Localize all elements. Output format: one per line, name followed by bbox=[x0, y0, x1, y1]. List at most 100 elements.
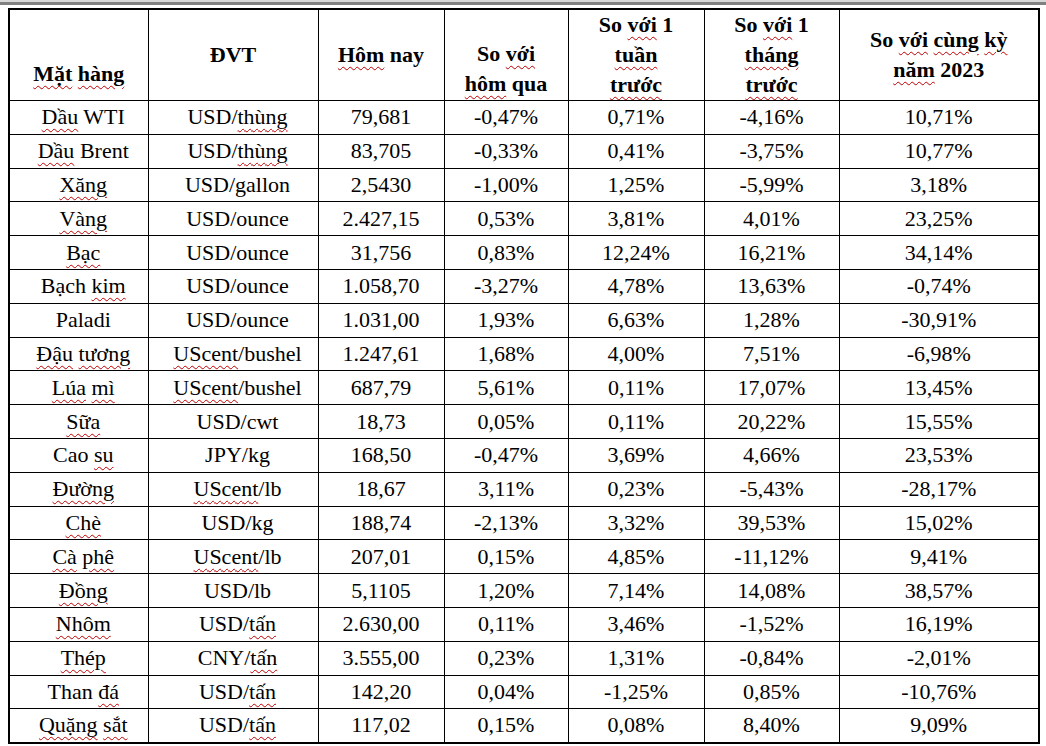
table-row: XăngUSD/gallon2,5430-1,00%1,25%-5,99%3,1… bbox=[9, 168, 1039, 202]
misspelled-word: su bbox=[94, 442, 114, 467]
vs-month-value: 8,40% bbox=[704, 709, 839, 743]
unit-cell: USD/ounce bbox=[148, 269, 318, 303]
vs-year-2023-value: 15,02% bbox=[839, 506, 1039, 540]
table-header: Mặt hàng ĐVT Hôm nay So vớihôm qua So vớ… bbox=[9, 9, 1039, 101]
vs-week-value: 6,63% bbox=[568, 303, 704, 337]
vs-week-value: 3,32% bbox=[568, 506, 704, 540]
vs-week-value: 1,25% bbox=[568, 168, 704, 202]
misspelled-word: Lúa bbox=[52, 375, 86, 400]
vs-month-value: -0,84% bbox=[704, 641, 839, 675]
misspelled-word: trước bbox=[610, 72, 662, 97]
text-segment: Paladi bbox=[56, 307, 111, 332]
commodity-cell: Cao su bbox=[9, 438, 148, 472]
misspelled-word: cùng bbox=[934, 27, 979, 52]
table-row: Bạch kimUSD/ounce1.058,70-3,27%4,78%13,6… bbox=[9, 269, 1039, 303]
table-row: Quặng sắtUSD/tấn117,020,15%0,08%8,40%9,0… bbox=[9, 709, 1039, 743]
vs-week-value: -1,25% bbox=[568, 675, 704, 709]
table-row: SữaUSD/cwt18,730,05%0,11%20,22%15,55% bbox=[9, 405, 1039, 439]
unit-cell: JPY/kg bbox=[148, 438, 318, 472]
vs-year-2023-value: 3,18% bbox=[839, 168, 1039, 202]
text-segment: USD/ bbox=[199, 611, 249, 636]
vs-year-2023-value: 16,19% bbox=[839, 607, 1039, 641]
vs-week-value: 0,11% bbox=[568, 371, 704, 405]
commodity-cell: Than đá bbox=[9, 675, 148, 709]
commodity-cell: Bạc bbox=[9, 236, 148, 270]
unit-cell: USD/tấn bbox=[148, 675, 318, 709]
vs-year-2023-value: -30,91% bbox=[839, 303, 1039, 337]
table-row: ThépCNY/tấn3.555,000,23%1,31%-0,84%-2,01… bbox=[9, 641, 1039, 675]
commodity-cell: Paladi bbox=[9, 303, 148, 337]
vs-yesterday-value: 1,68% bbox=[444, 337, 568, 371]
vs-yesterday-value: -0,47% bbox=[444, 101, 568, 135]
unit-cell: UScent/bushel bbox=[148, 337, 318, 371]
today-value: 2.630,00 bbox=[318, 607, 444, 641]
misspelled-word: Chè bbox=[66, 510, 101, 535]
table-row: Cà phêUScent/lb207,010,15%4,85%-11,12%9,… bbox=[9, 540, 1039, 574]
today-value: 142,20 bbox=[318, 675, 444, 709]
vs-yesterday-value: 0,11% bbox=[444, 607, 568, 641]
table-row: VàngUSD/ounce2.427,150,53%3,81%4,01%23,2… bbox=[9, 202, 1039, 236]
vs-month-value: 13,63% bbox=[704, 269, 839, 303]
misspelled-word: kim bbox=[91, 273, 125, 298]
vs-year-2023-value: 34,14% bbox=[839, 236, 1039, 270]
today-value: 188,74 bbox=[318, 506, 444, 540]
unit-cell: USD/ounce bbox=[148, 303, 318, 337]
table-body: Dầu WTIUSD/thùng79,681-0,47%0,71%-4,16%1… bbox=[9, 101, 1039, 743]
today-value: 207,01 bbox=[318, 540, 444, 574]
misspelled-word: với bbox=[627, 12, 656, 37]
text-segment: So bbox=[477, 41, 506, 66]
vs-yesterday-value: 5,61% bbox=[444, 371, 568, 405]
unit-cell: USD/thùng bbox=[148, 134, 318, 168]
misspelled-word: tấn bbox=[249, 679, 276, 704]
vs-month-value: -4,16% bbox=[704, 101, 839, 135]
vs-month-value: 7,51% bbox=[704, 337, 839, 371]
commodity-cell: Nhôm bbox=[9, 607, 148, 641]
misspelled-word: Xăng bbox=[59, 172, 107, 197]
text-segment: USD/cwt bbox=[197, 409, 279, 434]
text-segment: qua bbox=[506, 71, 547, 96]
commodity-cell: Thép bbox=[9, 641, 148, 675]
vs-yesterday-value: -2,13% bbox=[444, 506, 568, 540]
misspelled-word: Dầu bbox=[38, 138, 75, 163]
table-row: NhômUSD/tấn2.630,000,11%3,46%-1,52%16,19… bbox=[9, 607, 1039, 641]
text-segment: Brent bbox=[74, 138, 128, 163]
text-segment: USD/ bbox=[199, 712, 249, 737]
today-value: 79,681 bbox=[318, 101, 444, 135]
misspelled-word: UScent bbox=[194, 476, 259, 501]
vs-week-value: 0,08% bbox=[568, 709, 704, 743]
column-header-today: Hôm nay bbox=[318, 9, 444, 101]
unit-cell: USD/thùng bbox=[148, 101, 318, 135]
vs-week-value: 12,24% bbox=[568, 236, 704, 270]
vs-yesterday-value: 0,05% bbox=[444, 405, 568, 439]
text-segment: USD/ounce bbox=[186, 273, 289, 298]
vs-month-value: 20,22% bbox=[704, 405, 839, 439]
unit-cell: USD/kg bbox=[148, 506, 318, 540]
vs-yesterday-value: 3,11% bbox=[444, 472, 568, 506]
vs-year-2023-value: 9,09% bbox=[839, 709, 1039, 743]
vs-month-value: 17,07% bbox=[704, 371, 839, 405]
unit-cell: USD/cwt bbox=[148, 405, 318, 439]
text-segment: 1 bbox=[657, 12, 674, 37]
commodity-cell: Dầu WTI bbox=[9, 101, 148, 135]
text-segment: JPY/kg bbox=[205, 442, 270, 467]
misspelled-word: Mặt bbox=[33, 61, 72, 86]
text-segment: USD/ounce bbox=[186, 307, 289, 332]
vs-month-value: -3,75% bbox=[704, 134, 839, 168]
text-segment: So bbox=[734, 12, 763, 37]
text-segment: USD/ounce bbox=[186, 206, 289, 231]
text-segment: USD/kg bbox=[201, 510, 273, 535]
commodity-cell: Đậu tương bbox=[9, 337, 148, 371]
vs-month-value: 39,53% bbox=[704, 506, 839, 540]
text-segment: /bushel bbox=[238, 375, 302, 400]
table-row: Chè USD/kg 188,74-2,13%3,32%39,53%15,02% bbox=[9, 506, 1039, 540]
commodity-cell: Chè bbox=[9, 506, 148, 540]
table-row: Than đáUSD/tấn142,200,04%-1,25%0,85%-10,… bbox=[9, 675, 1039, 709]
vs-week-value: 7,14% bbox=[568, 574, 704, 608]
unit-cell: USD/gallon bbox=[148, 168, 318, 202]
unit-cell: USD/ounce bbox=[148, 236, 318, 270]
misspelled-word: Quặng bbox=[39, 712, 98, 737]
vs-year-2023-value: -10,76% bbox=[839, 675, 1039, 709]
vs-month-value: 4,66% bbox=[704, 438, 839, 472]
vs-week-value: 3,46% bbox=[568, 607, 704, 641]
commodity-cell: Vàng bbox=[9, 202, 148, 236]
